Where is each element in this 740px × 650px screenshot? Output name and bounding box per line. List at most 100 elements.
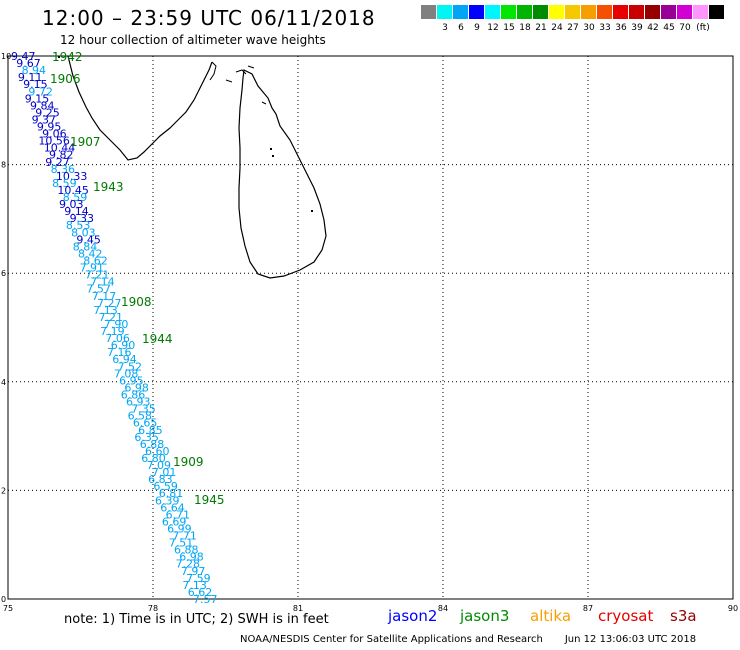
legend-label: 15 bbox=[503, 23, 515, 33]
wave-height-label: 7.06 bbox=[105, 332, 130, 345]
wave-height-label: 9.33 bbox=[70, 212, 95, 225]
grid-lines bbox=[8, 56, 733, 599]
legend-swatch bbox=[581, 5, 596, 19]
wave-height-label: 6.98 bbox=[179, 551, 204, 564]
pass-time-label: 1907 bbox=[70, 135, 101, 149]
pass-time-label: 1908 bbox=[121, 295, 152, 309]
wave-height-label: 9.37 bbox=[32, 113, 56, 126]
wave-height-label: 6.94 bbox=[112, 353, 136, 366]
legend-label: 36 bbox=[615, 23, 627, 33]
pass-time-label: 1909 bbox=[173, 455, 204, 469]
x-tick-label: 81 bbox=[293, 604, 303, 613]
wave-height-label: 10.33 bbox=[56, 170, 88, 183]
wave-height-label: 8.62 bbox=[83, 255, 108, 268]
wave-height-label: 7.19 bbox=[100, 325, 125, 338]
legend-label: 42 bbox=[647, 23, 659, 33]
legend-swatch bbox=[485, 5, 500, 19]
legend-label: 70 bbox=[679, 23, 691, 33]
sri-lanka-outline bbox=[238, 69, 327, 279]
wave-height-label: 6.39 bbox=[155, 494, 180, 507]
plot-frame bbox=[7, 55, 734, 600]
wave-height-label: 10.56 bbox=[38, 135, 70, 148]
wave-height-label: 7.59 bbox=[186, 572, 211, 585]
legend-swatch bbox=[533, 5, 548, 19]
wave-height-label: 7.57 bbox=[193, 593, 218, 606]
legend-label: 45 bbox=[663, 23, 675, 33]
wave-height-label: 7.08 bbox=[114, 367, 139, 380]
mission-jason2: jason2 bbox=[388, 607, 438, 625]
legend-label: 21 bbox=[535, 23, 547, 33]
legend-swatch bbox=[709, 5, 724, 19]
legend-swatch bbox=[661, 5, 676, 19]
wave-height-label: 9.45 bbox=[76, 233, 101, 246]
wave-height-label: 9.67 bbox=[16, 57, 40, 70]
wave-height-label: 6.98 bbox=[124, 381, 149, 394]
wave-height-label: 10.44 bbox=[44, 142, 76, 155]
y-tick-label: 6 bbox=[1, 269, 6, 278]
wave-height-label: 9.27 bbox=[45, 156, 70, 169]
legend-label: 6 bbox=[458, 23, 464, 33]
mission-cryosat: cryosat bbox=[598, 607, 654, 625]
wave-height-label: 9.84 bbox=[30, 99, 55, 112]
wave-height-label: 6.69 bbox=[162, 515, 187, 528]
wave-height-label: 9.11 bbox=[18, 71, 43, 84]
legend-swatch bbox=[437, 5, 452, 19]
wave-height-label: 7.01 bbox=[152, 466, 177, 479]
wave-height-label: 9.25 bbox=[35, 106, 60, 119]
legend-label: 24 bbox=[551, 23, 563, 33]
wave-height-label: 7.28 bbox=[176, 558, 201, 571]
legend-swatch bbox=[501, 5, 516, 19]
india-coastline bbox=[67, 55, 213, 161]
wave-height-label: 7.27 bbox=[97, 297, 122, 310]
wave-height-label: 9.82 bbox=[49, 149, 74, 162]
small-islands bbox=[58, 56, 313, 212]
pass-time-label: 1945 bbox=[194, 493, 225, 507]
wave-height-label: 7.17 bbox=[92, 290, 117, 303]
wave-height-label: 9.06 bbox=[42, 128, 66, 141]
sri-lanka-north-islands bbox=[225, 65, 267, 105]
wave-height-label: 8.36 bbox=[51, 163, 75, 176]
x-tick-label: 87 bbox=[583, 604, 593, 613]
pass-time-label: 1906 bbox=[50, 72, 81, 86]
wave-height-label: 6.35 bbox=[134, 431, 159, 444]
pass-labels: 1942 1906 1907 1943 1908 1944 1909 1945 bbox=[50, 50, 225, 507]
y-tick-label: 8 bbox=[1, 161, 6, 170]
wave-height-label: 7.51 bbox=[169, 537, 194, 550]
legend-label: 39 bbox=[631, 23, 643, 33]
legend-swatch bbox=[645, 5, 660, 19]
wave-height-label: 7.97 bbox=[181, 565, 206, 578]
legend-swatch bbox=[677, 5, 692, 19]
legend-label: 9 bbox=[474, 23, 480, 33]
legend-label: 3 bbox=[442, 23, 448, 33]
wave-height-label: 6.86 bbox=[121, 388, 146, 401]
x-tick-label: 84 bbox=[438, 604, 448, 613]
legend-swatch bbox=[597, 5, 612, 19]
wave-height-label: 6.64 bbox=[160, 501, 185, 514]
legend-swatch bbox=[613, 5, 628, 19]
wave-height-label: 9.47 bbox=[11, 50, 36, 63]
wave-height-label: 7.21 bbox=[99, 311, 124, 324]
wave-height-label: 9.72 bbox=[28, 85, 53, 98]
wave-height-label: 7.52 bbox=[118, 360, 143, 373]
axis-ticks: 75 78 81 84 87 90 0 2 4 6 8 10 bbox=[1, 52, 738, 613]
wave-height-label: 9.03 bbox=[59, 198, 84, 211]
wave-height-label: 9.95 bbox=[37, 121, 62, 134]
legend-label: 30 bbox=[583, 23, 595, 33]
wave-height-label: 10.45 bbox=[57, 184, 89, 197]
x-tick-label: 75 bbox=[3, 604, 13, 613]
pass-time-label: 1943 bbox=[93, 180, 124, 194]
legend-swatch bbox=[469, 5, 484, 19]
wave-height-label: 7.71 bbox=[172, 530, 197, 543]
wave-height-label: 6.80 bbox=[141, 452, 166, 465]
y-tick-label: 10 bbox=[1, 52, 11, 61]
wave-height-label: 7.16 bbox=[107, 346, 132, 359]
wave-height-label: 8.03 bbox=[71, 226, 96, 239]
wave-height-label: 6.88 bbox=[174, 544, 199, 557]
legend-swatch bbox=[421, 5, 436, 19]
wave-height-label: 9.15 bbox=[25, 92, 50, 105]
map-title: 12:00 – 23:59 UTC 06/11/2018 bbox=[42, 6, 376, 30]
y-tick-label: 4 bbox=[1, 378, 6, 387]
pass-time-label: 1942 bbox=[52, 50, 83, 64]
wave-height-label: 6.59 bbox=[153, 480, 178, 493]
